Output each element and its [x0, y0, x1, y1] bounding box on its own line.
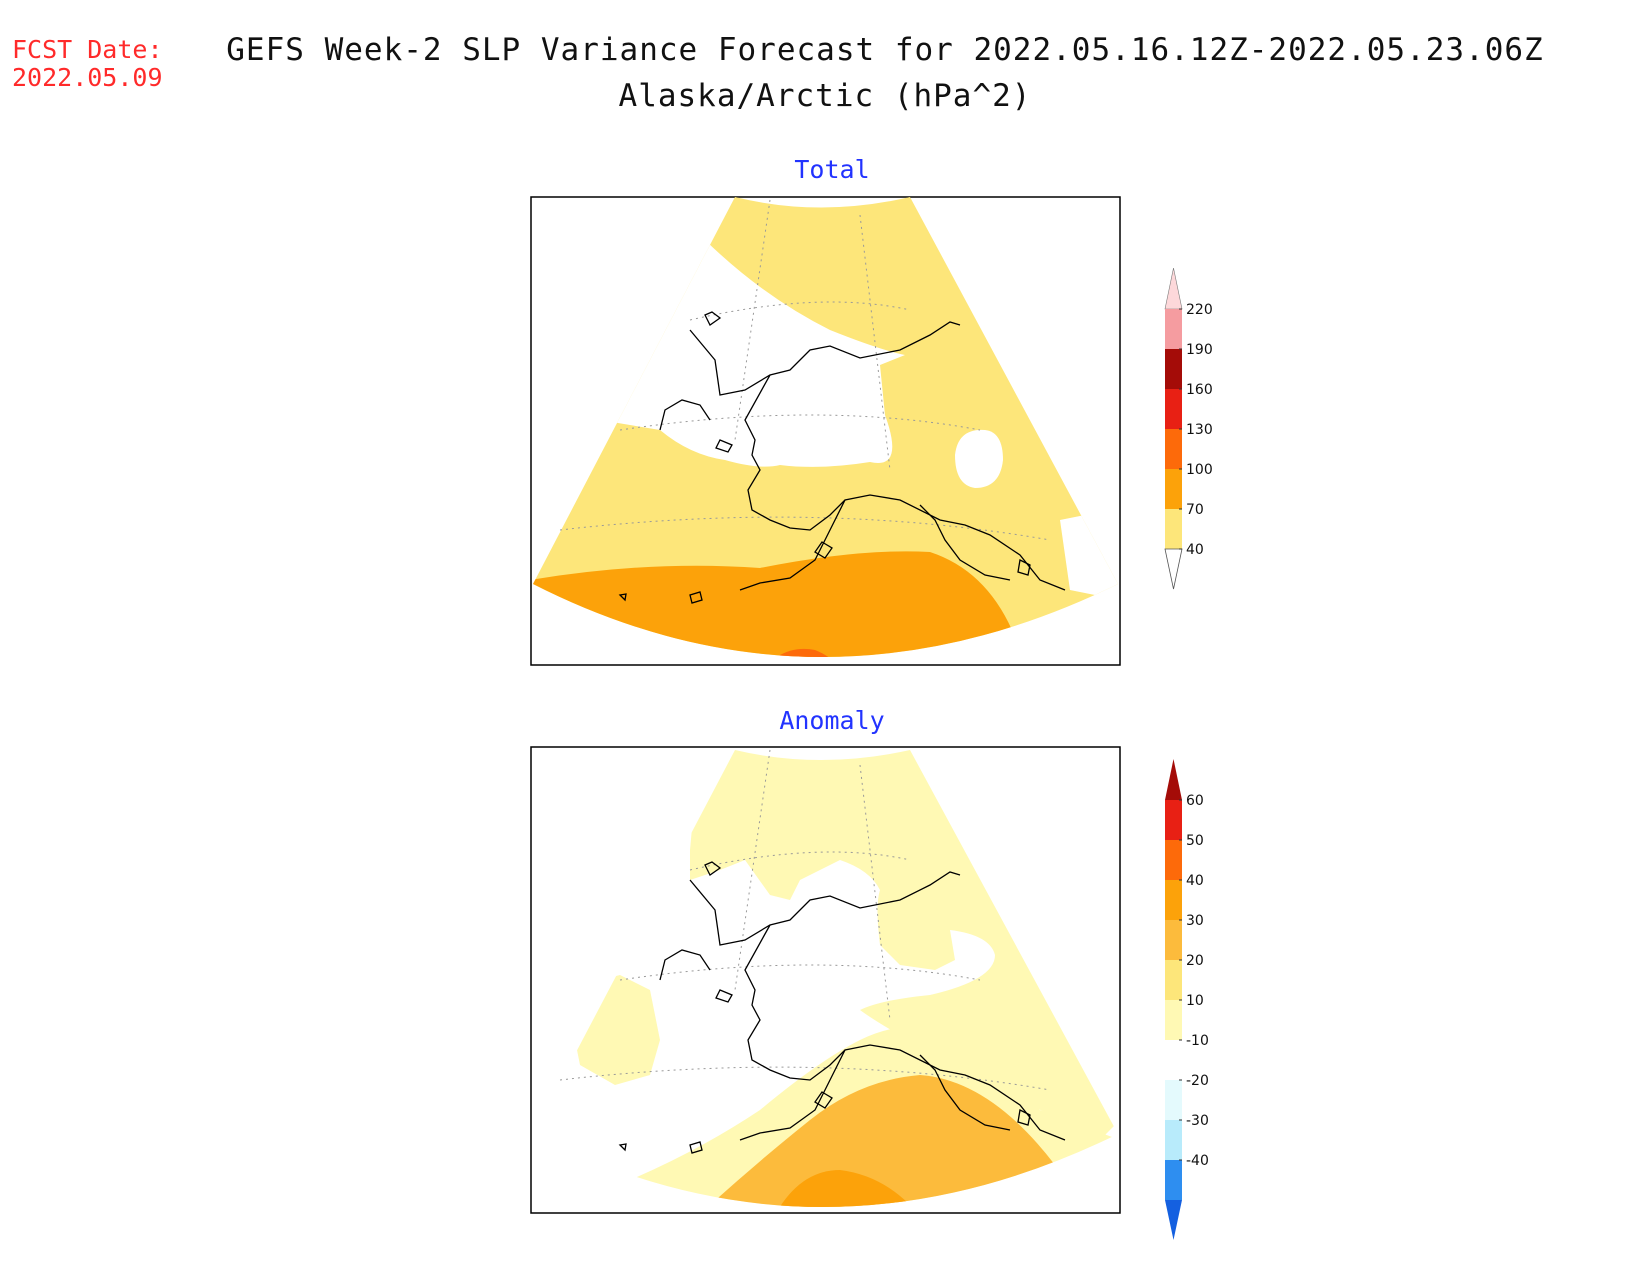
- fcst-date-value: 2022.05.09: [12, 63, 163, 92]
- anomaly-colorbar: 60 50 40 30 20 10 -10 -20 -30 -40: [1165, 759, 1209, 1240]
- anomaly-shading: [575, 750, 1118, 1207]
- anomaly-field-40: [775, 1170, 910, 1207]
- anomaly-colorbar-box: [1165, 800, 1182, 840]
- total-panel-title: Total: [794, 155, 870, 184]
- anomaly-colorbar-box: [1165, 1080, 1182, 1120]
- anomaly-field-30: [710, 1075, 1055, 1207]
- anomaly-colorbar-box: [1165, 920, 1182, 960]
- subtitle: Alaska/Arctic (hPa^2): [618, 78, 1032, 114]
- anomaly-map: [530, 746, 1121, 1214]
- total-colorbar-label: 100: [1186, 462, 1213, 478]
- anomaly-colorbar-label: 10: [1186, 993, 1204, 1009]
- anomaly-colorbar-cap-low: [1165, 1200, 1182, 1240]
- fcst-date-label: FCST Date:: [12, 35, 163, 64]
- total-colorbar-box: [1165, 349, 1182, 389]
- anomaly-colorbar-box: [1165, 1040, 1182, 1080]
- total-colorbar-label: 40: [1186, 542, 1204, 558]
- anomaly-colorbar-box: [1165, 960, 1182, 1000]
- anomaly-colorbar-label: 30: [1186, 913, 1204, 929]
- anomaly-colorbar-label: -20: [1186, 1073, 1209, 1089]
- total-colorbar-box: [1165, 509, 1182, 549]
- anomaly-graticule: [559, 749, 1051, 1091]
- anomaly-colorbar-box: [1165, 1000, 1182, 1040]
- total-colorbar-box: [1165, 469, 1182, 509]
- total-colorbar-label: 130: [1186, 422, 1213, 438]
- anomaly-panel-title: Anomaly: [779, 706, 885, 735]
- anomaly-colorbar-label: 60: [1186, 793, 1204, 809]
- anomaly-field-10-north: [690, 750, 1118, 1140]
- total-field-below40-yukon: [955, 429, 1003, 488]
- anomaly-colorbar-label: 50: [1186, 833, 1204, 849]
- total-colorbar-box: [1165, 309, 1182, 349]
- total-colorbar-box: [1165, 389, 1182, 429]
- main-title: GEFS Week-2 SLP Variance Forecast for 20…: [226, 32, 1544, 68]
- total-colorbar-cap-high: [1164, 267, 1183, 310]
- total-colorbar-box: [1165, 429, 1182, 469]
- anomaly-colorbar-label: 40: [1186, 873, 1204, 889]
- anomaly-colorbar-label: -30: [1186, 1113, 1209, 1129]
- total-coastline: [618, 311, 1066, 604]
- total-colorbar: 220 190 160 130 100 70 40: [1164, 267, 1213, 590]
- total-field-below40-north: [560, 235, 905, 467]
- forecast-date-block: FCST Date: 2022.05.09: [12, 36, 163, 92]
- anomaly-colorbar-label: -40: [1186, 1153, 1209, 1169]
- anomaly-coastline: [618, 861, 1066, 1154]
- total-colorbar-label: 160: [1186, 382, 1213, 398]
- anomaly-colorbar-box: [1165, 1160, 1182, 1200]
- total-colorbar-label: 190: [1186, 342, 1213, 358]
- total-map: [530, 196, 1121, 666]
- anomaly-colorbar-box: [1165, 1120, 1182, 1160]
- anomaly-colorbar-cap-high: [1165, 759, 1182, 800]
- total-colorbar-label: 220: [1186, 302, 1213, 318]
- total-graticule: [559, 199, 1051, 541]
- anomaly-colorbar-label: 20: [1186, 953, 1204, 969]
- total-colorbar-label: 70: [1186, 502, 1204, 518]
- anomaly-colorbar-label: -10: [1186, 1033, 1209, 1049]
- anomaly-colorbar-box: [1165, 880, 1182, 920]
- total-colorbar-cap-low: [1164, 548, 1183, 590]
- anomaly-colorbar-box: [1165, 840, 1182, 880]
